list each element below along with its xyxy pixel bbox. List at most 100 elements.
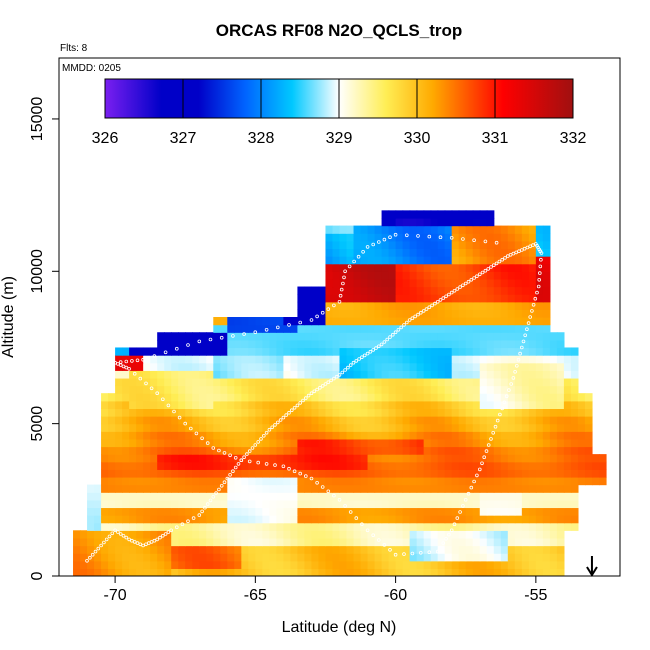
heatmap-cell (388, 355, 397, 364)
track-point (256, 460, 261, 465)
track-point (509, 382, 514, 386)
heatmap-cell (94, 522, 102, 531)
heatmap-cell (185, 355, 193, 364)
track-point (211, 494, 216, 499)
heatmap-cell (220, 530, 228, 539)
track-point (231, 469, 235, 474)
heatmap-cell (213, 507, 221, 516)
heatmap-cell (115, 515, 123, 524)
heatmap-cell (185, 560, 193, 569)
heatmap-cell (101, 522, 109, 531)
heatmap-cell (122, 385, 130, 394)
heatmap-cell (465, 515, 474, 524)
heatmap-cell (493, 362, 502, 371)
heatmap-cell (297, 347, 306, 356)
heatmap-cell (122, 522, 130, 531)
heatmap-cell (542, 431, 551, 440)
heatmap-cell (388, 210, 397, 219)
heatmap-cell (304, 530, 313, 539)
heatmap-cell (101, 393, 109, 402)
heatmap-cell (122, 545, 130, 554)
heatmap-cell (178, 370, 186, 379)
heatmap-cell (500, 400, 509, 410)
heatmap-cell (290, 370, 299, 379)
heatmap-cell (339, 545, 348, 554)
heatmap-cell (234, 454, 242, 463)
heatmap-cell (332, 301, 341, 310)
heatmap-cell (269, 522, 277, 531)
heatmap-cell (262, 385, 270, 394)
heatmap-cell (325, 408, 334, 417)
heatmap-cell (374, 301, 383, 310)
track-point (438, 298, 443, 302)
y-axis-label: Altitude (m) (0, 276, 17, 358)
track-point (189, 426, 193, 431)
colorbar-tick-label: 332 (560, 130, 587, 147)
heatmap-cell (255, 317, 263, 326)
heatmap-cell (535, 553, 544, 562)
heatmap-cell (164, 431, 172, 440)
heatmap-cell (353, 454, 362, 463)
heatmap-cell (500, 324, 509, 333)
heatmap-cell (430, 370, 439, 379)
heatmap-cell (136, 469, 144, 478)
track-point (147, 541, 151, 545)
heatmap-cell (262, 317, 270, 326)
heatmap-cell (430, 309, 439, 318)
heatmap-cell (325, 233, 334, 242)
heatmap-cell (290, 423, 299, 432)
heatmap-cell (339, 309, 348, 318)
heatmap-cell (416, 522, 425, 531)
heatmap-cell (234, 545, 242, 554)
heatmap-cell (199, 355, 207, 364)
heatmap-cell (339, 324, 348, 333)
heatmap-cell (332, 530, 341, 539)
heatmap-cell (451, 317, 460, 326)
heatmap-cell (234, 530, 242, 539)
heatmap-cell (493, 408, 502, 417)
heatmap-cell (381, 454, 390, 463)
heatmap-cell (290, 492, 299, 501)
heatmap-cell (325, 423, 334, 432)
track-point (264, 430, 269, 435)
heatmap-cell (374, 553, 383, 562)
heatmap-cell (234, 469, 242, 478)
heatmap-cell (374, 446, 383, 455)
track-point (348, 510, 353, 514)
heatmap-cell (465, 324, 474, 333)
heatmap-cell (563, 454, 572, 463)
heatmap-cell (374, 225, 383, 234)
heatmap-cell (486, 256, 495, 265)
heatmap-cell (290, 332, 299, 341)
heatmap-cell (500, 286, 509, 295)
track-point (338, 293, 343, 298)
heatmap-cell (171, 446, 179, 455)
track-point (127, 366, 131, 371)
heatmap-cell (129, 431, 137, 440)
heatmap-cell (234, 484, 242, 493)
heatmap-cell (290, 400, 299, 410)
heatmap-cell (451, 530, 460, 539)
heatmap-cell (507, 484, 516, 493)
heatmap-cell (381, 553, 390, 562)
heatmap-cell (486, 278, 495, 288)
heatmap-cell (381, 416, 390, 425)
heatmap-cell (346, 278, 355, 288)
heatmap-cell (367, 537, 376, 547)
heatmap-cell (199, 438, 207, 448)
heatmap-cell (178, 522, 186, 531)
heatmap-cell (192, 545, 200, 554)
heatmap-cell (465, 507, 474, 516)
heatmap-cell (290, 568, 299, 576)
track-point (326, 307, 331, 311)
heatmap-cell (332, 431, 341, 440)
heatmap-cell (122, 454, 130, 463)
heatmap-cell (465, 461, 474, 470)
heatmap-cell (479, 256, 488, 265)
heatmap-cell (136, 530, 144, 539)
heatmap-cell (521, 400, 530, 410)
heatmap-cell (220, 446, 228, 455)
heatmap-cell (500, 393, 509, 402)
heatmap-cell (339, 484, 348, 493)
heatmap-cell (213, 537, 221, 547)
